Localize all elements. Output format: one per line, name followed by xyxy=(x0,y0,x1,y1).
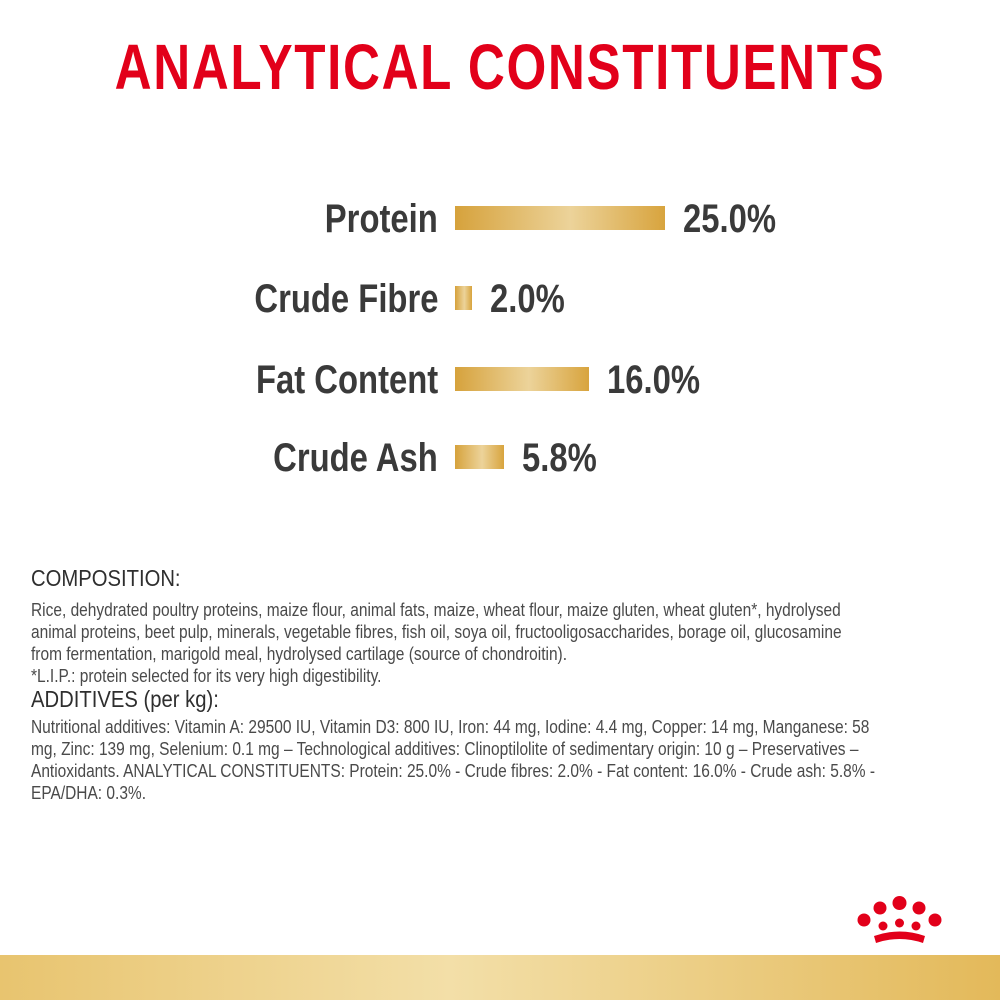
chart-row: Fat Content 16.0% xyxy=(0,350,1000,410)
value-label: 2.0% xyxy=(490,277,565,321)
additives-line: EPA/DHA: 0.3%. xyxy=(31,783,146,803)
bar-mark xyxy=(455,445,504,469)
category-label: Fat Content xyxy=(255,358,438,402)
chart-row: Crude Ash 5.8% xyxy=(0,428,1000,488)
page-title: ANALYTICAL CONSTITUENTS xyxy=(114,31,886,103)
bar-mark xyxy=(455,206,665,230)
crown-logo-icon xyxy=(857,896,942,943)
composition-heading: COMPOSITION: xyxy=(31,565,181,591)
additives-heading: ADDITIVES (per kg): xyxy=(31,686,219,712)
composition-line: *L.I.P.: protein selected for its very h… xyxy=(31,666,382,686)
composition-text: Rice, dehydrated poultry proteins, maize… xyxy=(31,599,968,687)
value-label: 5.8% xyxy=(522,436,597,480)
additives-line: mg, Zinc: 139 mg, Selenium: 0.1 mg – Tec… xyxy=(31,739,859,759)
additives-line: Nutritional additives: Vitamin A: 29500 … xyxy=(31,717,870,737)
composition-line: animal proteins, beet pulp, minerals, ve… xyxy=(31,622,842,642)
chart-row: Crude Fibre 2.0% xyxy=(0,269,1000,329)
additives-line: Antioxidants. ANALYTICAL CONSTITUENTS: P… xyxy=(31,761,876,781)
category-label: Crude Fibre xyxy=(253,277,438,321)
category-label: Crude Ash xyxy=(273,436,438,480)
value-label: 25.0% xyxy=(683,197,777,241)
composition-line: Rice, dehydrated poultry proteins, maize… xyxy=(31,600,841,620)
chart-row: Protein 25.0% xyxy=(0,189,1000,249)
bar-mark xyxy=(455,367,589,391)
value-label: 16.0% xyxy=(607,358,701,402)
additives-text: Nutritional additives: Vitamin A: 29500 … xyxy=(31,716,968,804)
decorative-band xyxy=(0,955,1000,1000)
composition-line: from fermentation, marigold meal, hydrol… xyxy=(31,644,568,664)
bar-mark xyxy=(455,286,472,310)
category-label: Protein xyxy=(325,197,438,241)
